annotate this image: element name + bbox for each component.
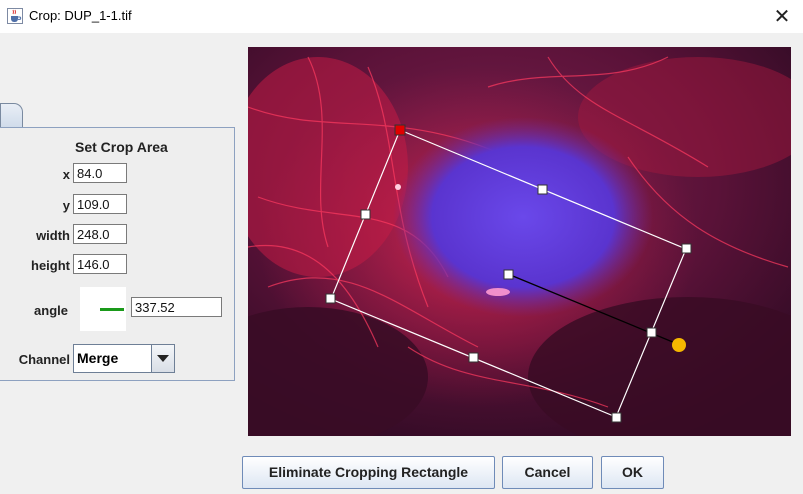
crop-handle[interactable] — [537, 184, 548, 195]
eliminate-cropping-rectangle-button[interactable]: Eliminate Cropping Rectangle — [242, 456, 495, 489]
angle-indicator-line — [100, 308, 124, 311]
y-label: y — [62, 198, 70, 213]
close-icon[interactable]: ✕ — [773, 4, 791, 28]
crop-handle[interactable] — [325, 293, 336, 304]
width-field[interactable]: 248.0 — [73, 224, 127, 244]
crop-handle[interactable] — [611, 412, 622, 423]
height-label: height — [31, 258, 70, 273]
channel-select[interactable]: Merge — [73, 344, 175, 373]
window-title: Crop: DUP_1-1.tif — [29, 8, 132, 23]
crop-handle[interactable] — [360, 209, 371, 220]
angle-field[interactable]: 337.52 — [131, 297, 222, 317]
rotation-handle[interactable] — [672, 338, 686, 352]
microscopy-image[interactable] — [248, 47, 791, 436]
java-cup-icon — [7, 8, 23, 24]
panel-tab[interactable] — [0, 103, 23, 128]
image-canvas[interactable] — [248, 47, 791, 436]
title-bar: Crop: DUP_1-1.tif ✕ — [0, 0, 803, 33]
crop-handle[interactable] — [681, 243, 692, 254]
anchor-handle[interactable] — [394, 124, 406, 136]
x-field[interactable]: 84.0 — [73, 163, 127, 183]
cancel-button[interactable]: Cancel — [502, 456, 593, 489]
channel-selected-value: Merge — [77, 350, 119, 366]
crop-handle[interactable] — [468, 352, 479, 363]
chevron-down-icon[interactable] — [151, 345, 174, 372]
channel-label: Channel — [18, 352, 70, 367]
center-handle[interactable] — [503, 269, 514, 280]
panel-title: Set Crop Area — [75, 139, 168, 155]
angle-label: angle — [34, 303, 68, 318]
ok-button[interactable]: OK — [601, 456, 664, 489]
height-field[interactable]: 146.0 — [73, 254, 127, 274]
angle-indicator — [80, 287, 126, 331]
x-label: x — [62, 167, 70, 182]
y-field[interactable]: 109.0 — [73, 194, 127, 214]
crop-handle[interactable] — [646, 327, 657, 338]
width-label: width — [36, 228, 70, 243]
